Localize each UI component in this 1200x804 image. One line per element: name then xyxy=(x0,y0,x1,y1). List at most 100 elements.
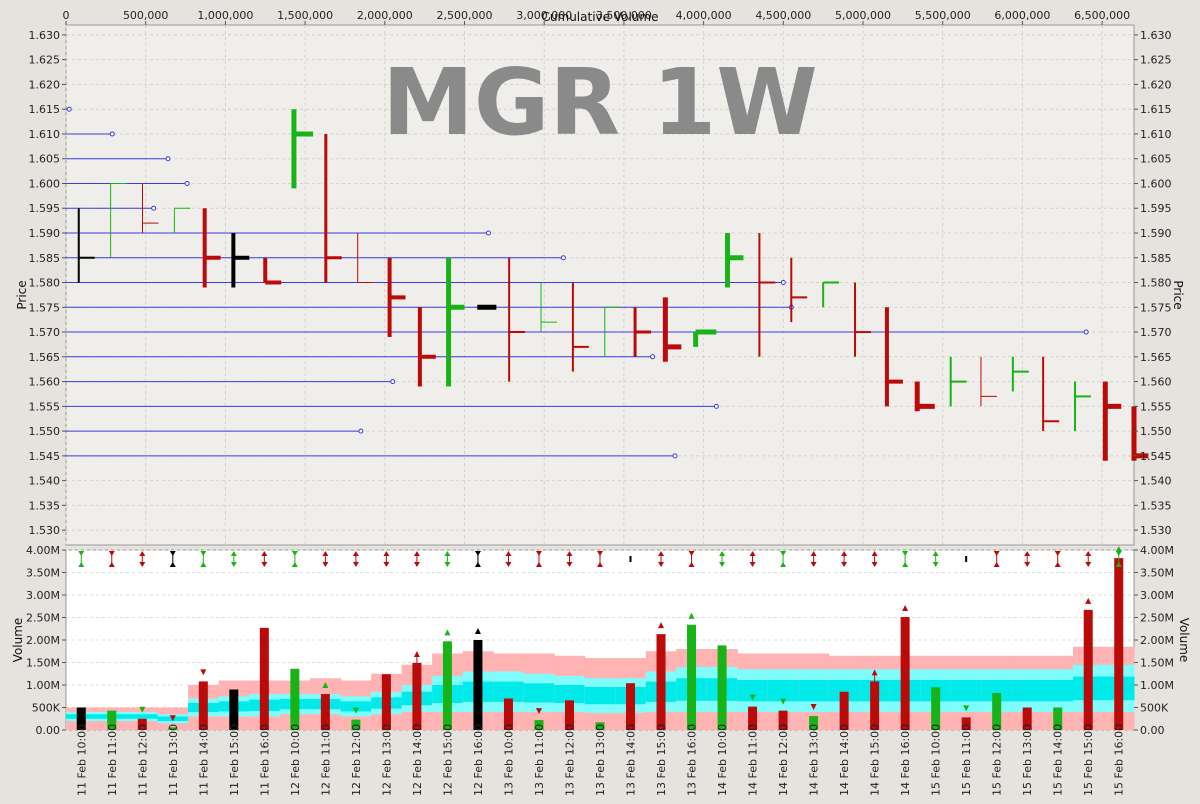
header-arrow-up xyxy=(597,562,603,567)
header-arrow-up xyxy=(230,551,237,556)
header-arrow-down xyxy=(658,562,665,567)
time-axis-label: 11 Feb 10:00 xyxy=(75,724,88,796)
volume-band-core xyxy=(554,685,586,703)
header-arrow-down xyxy=(413,562,420,567)
time-axis-label: 14 Feb 15:00 xyxy=(869,724,882,796)
volume-bar xyxy=(1022,707,1032,730)
ohlc-bar xyxy=(1011,356,1029,392)
header-arrow-down xyxy=(993,551,1000,556)
price-tick-label-right: 1.630 xyxy=(1140,29,1172,42)
price-tick-label-right: 1.590 xyxy=(1140,227,1172,240)
header-arrow-down xyxy=(291,551,298,556)
volume-tick-label-right: 1.50M xyxy=(1140,657,1174,670)
volume-bar xyxy=(290,668,300,730)
price-tick-label-right: 1.550 xyxy=(1140,425,1172,438)
ohlc-bar xyxy=(980,356,997,407)
header-arrow-up xyxy=(505,551,512,556)
volume-bar xyxy=(595,722,605,730)
volume-band-core xyxy=(523,683,555,703)
ohlc-bar xyxy=(263,257,282,285)
header-arrow-up xyxy=(413,551,420,556)
header-arrow-up xyxy=(871,551,878,556)
price-tick-label-right: 1.555 xyxy=(1140,400,1172,413)
volume-band-core xyxy=(1042,679,1074,702)
volume-tick-label-right: 0.00 xyxy=(1140,724,1165,737)
ohlc-bar xyxy=(540,282,557,333)
volume-bar xyxy=(809,716,819,730)
header-arrow-up xyxy=(932,551,939,556)
volume-bar xyxy=(1053,707,1063,730)
volume-bar xyxy=(320,694,330,730)
signal-down-arrow xyxy=(780,698,787,705)
volume-band-core xyxy=(798,679,830,702)
volume-bar xyxy=(687,624,697,730)
price-tick-label-left: 1.585 xyxy=(29,252,61,265)
volume-band-core xyxy=(981,679,1013,702)
header-arrow-up xyxy=(261,551,268,556)
price-tick-label-right: 1.565 xyxy=(1140,351,1172,364)
volume-bar xyxy=(931,687,941,730)
cumvol-tick-label: 1,000,000 xyxy=(197,9,253,22)
time-axis-label: 13 Feb 10:00 xyxy=(502,724,515,796)
price-axis-title-left: Price xyxy=(15,280,29,309)
ohlc-bar xyxy=(357,233,374,284)
header-arrow-up xyxy=(169,562,176,567)
price-tick-label-left: 1.615 xyxy=(29,103,61,116)
ohlc-bar xyxy=(604,306,621,357)
header-arrow-down xyxy=(932,562,939,567)
cumvol-tick-label: 3,500,000 xyxy=(596,9,652,22)
price-tick-label-right: 1.605 xyxy=(1140,153,1172,166)
ohlc-bar xyxy=(142,183,159,233)
time-axis-label: 11 Feb 14:00 xyxy=(197,724,210,796)
volume-bar xyxy=(76,707,86,730)
time-axis-label: 13 Feb 11:00 xyxy=(533,724,546,796)
volume-bar xyxy=(442,641,452,730)
volume-bar xyxy=(107,710,117,730)
signal-up-arrow xyxy=(444,629,451,636)
cumvol-tick-label: 2,000,000 xyxy=(357,9,413,22)
volume-tick-label-left: 0.00 xyxy=(36,724,61,737)
time-axis-label: 11 Feb 15:00 xyxy=(228,724,241,796)
ohlc-bar xyxy=(822,281,840,308)
time-axis-label: 13 Feb 16:00 xyxy=(686,724,699,796)
time-axis-label: 12 Feb 15:00 xyxy=(441,724,454,796)
time-axis-label: 14 Feb 10:00 xyxy=(716,724,729,796)
header-arrow-down xyxy=(1024,562,1031,567)
cumvol-tick-label: 5,500,000 xyxy=(915,9,971,22)
header-arrow-up xyxy=(200,562,207,567)
price-tick-label-right: 1.575 xyxy=(1140,301,1172,314)
header-arrow-down xyxy=(688,551,695,556)
top-x-axis-title: Cumulative Volume xyxy=(542,10,659,24)
ohlc-bar xyxy=(110,182,127,258)
volume-tick-label-right: 2.00M xyxy=(1140,634,1174,647)
header-arrow-up xyxy=(749,551,756,556)
time-axis-label: 13 Feb 13:00 xyxy=(594,724,607,796)
volume-bar xyxy=(1083,609,1093,730)
time-axis-label: 12 Feb 12:00 xyxy=(350,724,363,796)
time-axis-label: 15 Feb 10:00 xyxy=(930,724,943,796)
header-arrow-down xyxy=(810,562,817,567)
header-arrow-down xyxy=(444,562,451,567)
ohlc-bar xyxy=(1042,356,1060,432)
header-arrow-down xyxy=(719,562,726,567)
header-arrow-down xyxy=(1054,551,1061,556)
header-arrow-down xyxy=(841,562,848,567)
ohlc-bar xyxy=(324,133,342,283)
volume-tick-label-left: 1.00M xyxy=(26,679,60,692)
price-tick-label-right: 1.535 xyxy=(1140,499,1172,512)
time-axis-label: 14 Feb 16:00 xyxy=(899,724,912,796)
volume-tick-label-left: 4.00M xyxy=(26,544,60,557)
price-tick-label-right: 1.595 xyxy=(1140,202,1172,215)
signal-down-arrow xyxy=(139,706,146,713)
volume-bar xyxy=(656,634,666,730)
volume-bar xyxy=(473,640,483,730)
volume-at-price-marker xyxy=(650,354,656,360)
price-tick-label-left: 1.535 xyxy=(29,499,61,512)
volume-tick-label-left: 3.50M xyxy=(26,567,60,580)
volume-tick-label-left: 2.50M xyxy=(26,612,60,625)
price-tick-label-left: 1.580 xyxy=(29,277,61,290)
cumvol-tick-label: 5,000,000 xyxy=(835,9,891,22)
cumvol-tick-label: 6,500,000 xyxy=(1074,9,1130,22)
header-arrow-up xyxy=(78,562,85,567)
header-arrow-up xyxy=(688,562,695,567)
